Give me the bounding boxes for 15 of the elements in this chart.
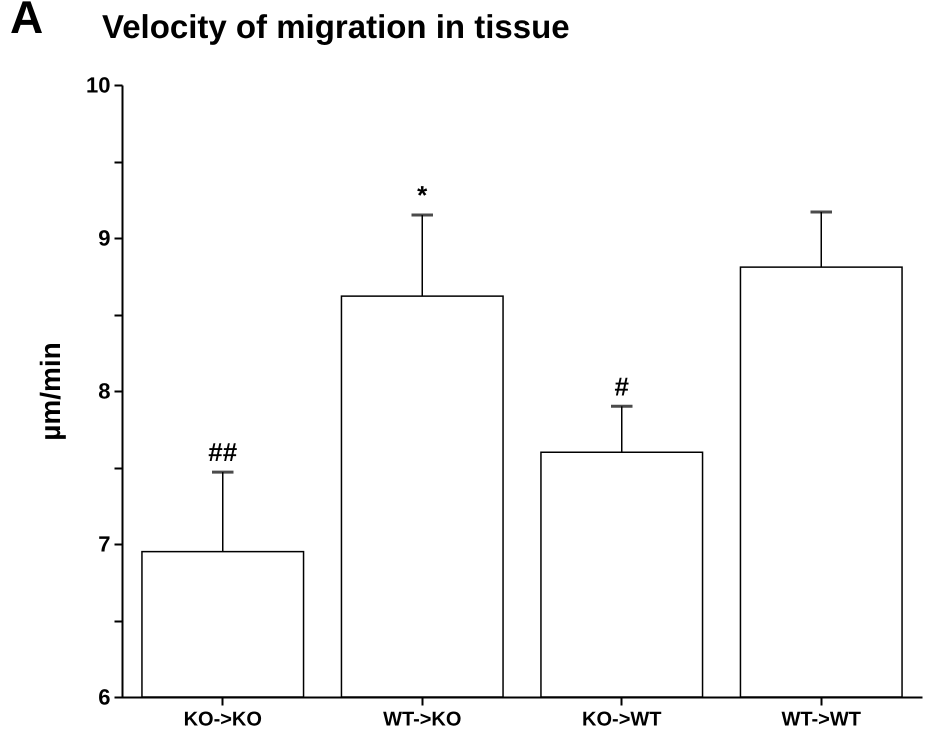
annotation: #	[614, 371, 630, 402]
y-tick-label: 10	[86, 72, 110, 98]
text: A	[10, 0, 44, 43]
x-tick-label: KO->KO	[184, 708, 262, 730]
y-tick-label: 8	[98, 378, 110, 404]
y-axis-title: µm/min	[35, 342, 66, 441]
annotation: ##	[208, 437, 238, 468]
chart-title: Velocity of migration in tissue	[102, 8, 570, 45]
y-tick-label: 7	[98, 532, 110, 556]
y-tick-label: 6	[98, 684, 110, 710]
annotation: *	[417, 180, 428, 210]
x-tick-label: KO->WT	[582, 708, 662, 730]
x-tick-label: WT->WT	[782, 708, 861, 730]
y-tick-label: 9	[98, 226, 110, 250]
x-tick-label: WT->KO	[383, 708, 462, 730]
